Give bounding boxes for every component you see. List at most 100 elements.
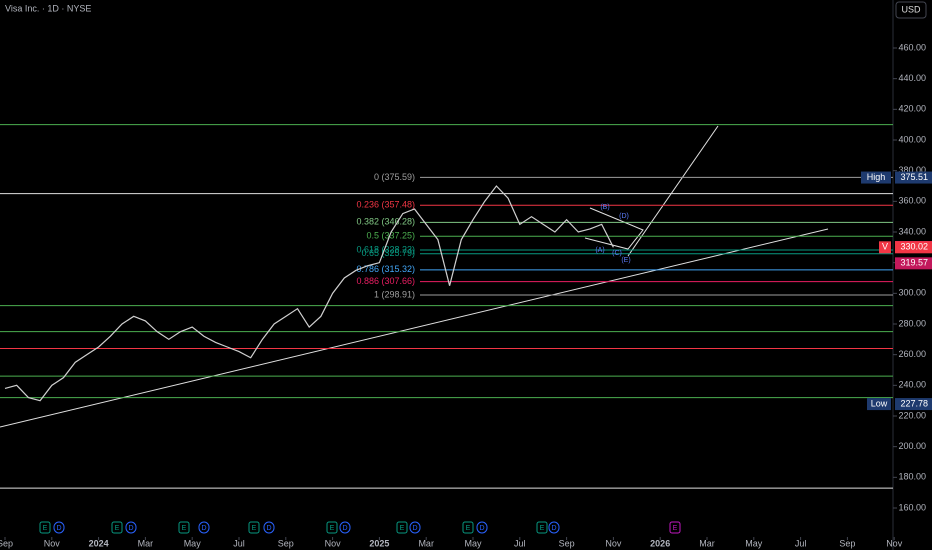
wave-label: (B): [600, 204, 609, 211]
currency[interactable]: USD: [901, 4, 921, 14]
y-tick-label: 160.00: [898, 502, 926, 512]
event-marker-box: [39, 521, 51, 534]
x-tick-label: Nov: [44, 538, 61, 548]
x-tick-label: Nov: [886, 538, 903, 548]
fib-label: 0.5 (337.25): [366, 231, 415, 241]
x-tick-label: Sep: [559, 538, 575, 548]
x-tick-label: Sep: [839, 538, 855, 548]
y-tick-label: 460.00: [898, 42, 926, 52]
y-tick-label: 340.00: [898, 226, 926, 236]
x-tick-label: Nov: [605, 538, 622, 548]
x-tick-label: Jul: [233, 538, 245, 548]
x-tick-label: Sep: [278, 538, 294, 548]
y-tick-label: 380.00: [898, 165, 926, 175]
x-tick-label: May: [464, 538, 482, 548]
tag-name: V: [882, 242, 888, 252]
currency-button[interactable]: [895, 1, 927, 19]
event-marker-box: [339, 521, 351, 534]
event-marker: E: [252, 525, 257, 532]
fib-label: 0.65 (325.79): [361, 248, 415, 258]
x-tick-label: 2025: [369, 538, 389, 548]
y-tick-label: 280.00: [898, 318, 926, 328]
event-marker: E: [330, 525, 335, 532]
y-tick-label: 400.00: [898, 134, 926, 144]
event-marker: D: [479, 525, 484, 532]
tag-name: Low: [871, 398, 888, 408]
event-marker-box: [548, 521, 560, 534]
fib-label: 1 (298.91): [374, 289, 415, 299]
event-marker: D: [266, 525, 271, 532]
fib-label: 0.618 (328.23): [356, 244, 415, 254]
trend-line: [0, 228, 829, 428]
event-marker: D: [128, 525, 133, 532]
tag-name-box: [867, 398, 891, 411]
wave-label: (A): [595, 247, 604, 254]
x-tick-label: Jul: [795, 538, 807, 548]
fib-label: 0.236 (357.48): [356, 200, 415, 210]
event-marker-box: [476, 521, 488, 534]
event-marker-box: [326, 521, 338, 534]
fib-label: 0.886 (307.66): [356, 276, 415, 286]
event-marker-box: [396, 521, 408, 534]
price-line: [4, 185, 614, 402]
chart-title: Visa Inc. · 1D · NYSE: [5, 3, 91, 13]
event-marker: D: [551, 525, 556, 532]
event-marker: E: [115, 525, 120, 532]
x-tick-label: Nov: [325, 538, 342, 548]
y-tick-label: 440.00: [898, 73, 926, 83]
y-tick-label: 240.00: [898, 380, 926, 390]
y-tick-label: 300.00: [898, 288, 926, 298]
event-marker-box: [669, 521, 681, 534]
tag-name-box: [861, 171, 891, 184]
event-marker: E: [466, 525, 471, 532]
y-tick-label: 220.00: [898, 410, 926, 420]
fib-label: 0 (375.59): [374, 172, 415, 182]
wave-label: (E): [621, 257, 630, 264]
event-marker-box: [53, 521, 65, 534]
event-marker: D: [201, 525, 206, 532]
event-marker-box: [125, 521, 137, 534]
event-marker: E: [400, 525, 405, 532]
event-marker: E: [673, 525, 678, 532]
event-marker-box: [263, 521, 275, 534]
x-tick-label: Sep: [0, 538, 13, 548]
price-tag: [895, 257, 932, 270]
y-tick-label: 180.00: [898, 472, 926, 482]
price-tag: [895, 171, 932, 184]
price-tag-label: 330.02: [900, 242, 928, 252]
price-tag: [895, 241, 932, 254]
tag-name-box: [879, 241, 891, 254]
fib-label: 0.786 (315.32): [356, 264, 415, 274]
x-tick-label: May: [745, 538, 763, 548]
event-marker-box: [409, 521, 421, 534]
y-tick-label: 360.00: [898, 196, 926, 206]
x-tick-label: May: [184, 538, 202, 548]
event-marker: D: [412, 525, 417, 532]
x-tick-label: Mar: [699, 538, 715, 548]
x-tick-label: Mar: [418, 538, 434, 548]
event-marker-box: [178, 521, 190, 534]
x-tick-label: Mar: [138, 538, 154, 548]
event-marker: D: [56, 525, 61, 532]
wave-label: (D): [619, 213, 629, 220]
price-tag: [895, 398, 932, 411]
fib-label: 0.382 (346.28): [356, 217, 415, 227]
x-tick-label: Jul: [514, 538, 526, 548]
event-marker-box: [111, 521, 123, 534]
projection-line: [627, 125, 719, 257]
event-marker: E: [43, 525, 48, 532]
event-marker-box: [536, 521, 548, 534]
x-tick-label: 2024: [89, 538, 109, 548]
wave-label: (C): [612, 250, 622, 257]
price-tag-label: 319.57: [900, 258, 928, 268]
event-marker: D: [342, 525, 347, 532]
wedge: [584, 207, 644, 250]
y-tick-label: 420.00: [898, 104, 926, 114]
price-tag-label: 227.78: [900, 398, 928, 408]
x-tick-label: 2026: [650, 538, 670, 548]
y-tick-label: 200.00: [898, 441, 926, 451]
y-tick-label: 260.00: [898, 349, 926, 359]
event-marker-box: [198, 521, 210, 534]
